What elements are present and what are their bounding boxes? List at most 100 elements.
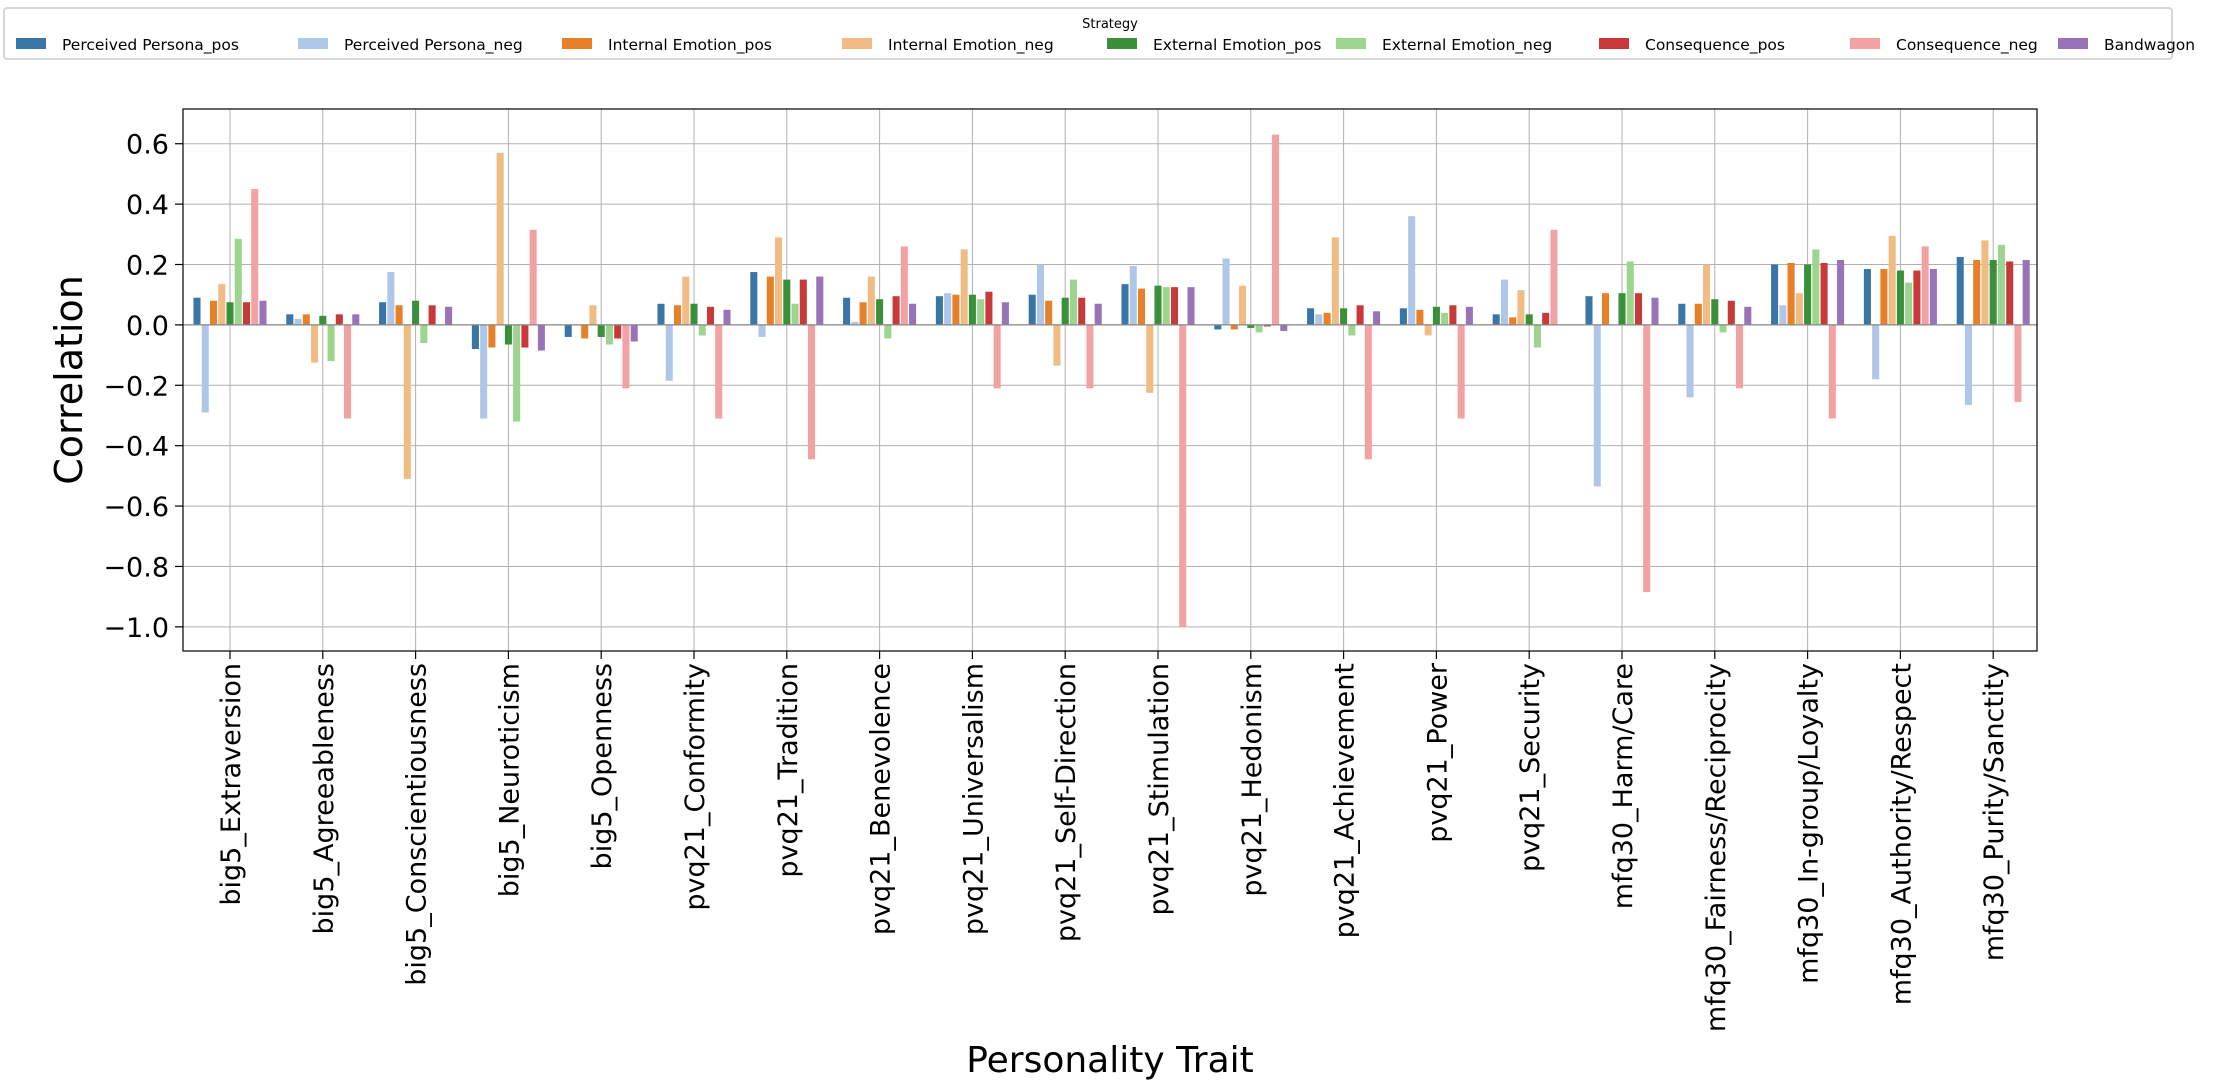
bar [1896, 270, 1904, 325]
legend-swatch [842, 38, 872, 49]
bar [1492, 314, 1500, 325]
bar [1086, 324, 1094, 389]
bar [395, 305, 403, 325]
legend-items: Perceived Persona_pos Perceived Persona_n… [16, 36, 2195, 55]
bar [1121, 284, 1129, 325]
bar [344, 324, 352, 419]
x-tick-label: mfq30_Authority/Respect [1886, 663, 1917, 1005]
x-tick-label: pvq21_Conformity [680, 663, 711, 911]
bar [884, 324, 892, 339]
bar [1373, 311, 1381, 325]
bar [1137, 288, 1146, 325]
bar [327, 324, 335, 362]
bar [682, 276, 690, 325]
bar [1001, 302, 1009, 325]
bar [892, 296, 900, 325]
bar [302, 314, 310, 325]
x-axis-label: Personality Trait [966, 1040, 1254, 1081]
legend-swatch [562, 38, 592, 49]
bar [1069, 279, 1077, 325]
x-tick-label: pvq21_Self-Direction [1051, 663, 1082, 942]
bar [1323, 312, 1331, 325]
bar [581, 324, 589, 339]
bar [387, 272, 395, 325]
bar [1973, 259, 1981, 325]
y-tick-label: −0.6 [103, 492, 169, 523]
bar [1061, 297, 1069, 325]
bar [1686, 324, 1694, 398]
bar [1626, 261, 1634, 325]
bar [1517, 290, 1525, 325]
legend-swatch [1107, 38, 1137, 49]
bar [1863, 269, 1871, 325]
bar [2006, 261, 2014, 325]
bar [1509, 317, 1517, 325]
bar [1812, 249, 1820, 325]
bar [706, 306, 715, 325]
x-tick-label: mfq30_Harm/Care [1608, 663, 1639, 909]
bar [808, 324, 816, 460]
bar [234, 238, 242, 325]
legend-label: Internal Emotion_neg [888, 36, 1054, 55]
bar [657, 303, 665, 325]
bar [715, 324, 723, 419]
bar [876, 299, 884, 325]
bar [900, 246, 908, 325]
bar [1170, 287, 1179, 325]
bar [1719, 324, 1727, 333]
bar [1399, 308, 1407, 325]
bar [1921, 246, 1929, 325]
bar [193, 297, 201, 325]
bar [909, 303, 917, 325]
x-tick-label: pvq21_Universalism [958, 663, 989, 935]
bar [1525, 314, 1533, 325]
bar [496, 152, 504, 325]
y-tick-label: 0.0 [126, 311, 169, 342]
bar [1744, 306, 1752, 325]
bar [521, 324, 529, 348]
bar [750, 272, 758, 325]
bar [622, 324, 630, 389]
x-tick-label: big5_Extraversion [216, 663, 247, 906]
bar [960, 249, 968, 325]
bar [1601, 293, 1610, 325]
bar [775, 237, 783, 325]
bar [504, 324, 512, 345]
bar [1449, 305, 1457, 325]
bar [1045, 300, 1053, 325]
bar [1424, 324, 1432, 336]
bar [1364, 324, 1372, 460]
bar [420, 324, 428, 344]
bar [630, 324, 638, 342]
bar [488, 324, 496, 348]
bar [1651, 297, 1659, 325]
bar [1956, 256, 1964, 325]
bar [1307, 308, 1315, 325]
bar [1053, 324, 1061, 366]
bar [259, 300, 267, 325]
bar [1028, 294, 1036, 325]
bar [1888, 235, 1896, 325]
bar [1593, 324, 1601, 487]
bar [445, 306, 453, 325]
bar [1129, 266, 1137, 325]
x-tick-label: big5_Neuroticism [494, 663, 525, 897]
bar [412, 300, 420, 325]
bar [1272, 134, 1280, 325]
bar [993, 324, 1001, 389]
bar [513, 324, 521, 422]
bar [977, 299, 985, 325]
bar [242, 302, 251, 325]
bar [1340, 308, 1348, 325]
bar [1618, 293, 1626, 325]
bar [968, 294, 976, 325]
bar [1457, 324, 1465, 419]
legend-frame [3, 7, 2173, 60]
y-tick-label: −0.8 [103, 552, 169, 583]
bar [605, 324, 613, 345]
legend-swatch [1599, 38, 1629, 49]
bar [1187, 287, 1195, 325]
bar [1643, 324, 1651, 593]
x-tick-label: big5_Conscientiousness [402, 663, 433, 986]
bar [209, 300, 218, 325]
